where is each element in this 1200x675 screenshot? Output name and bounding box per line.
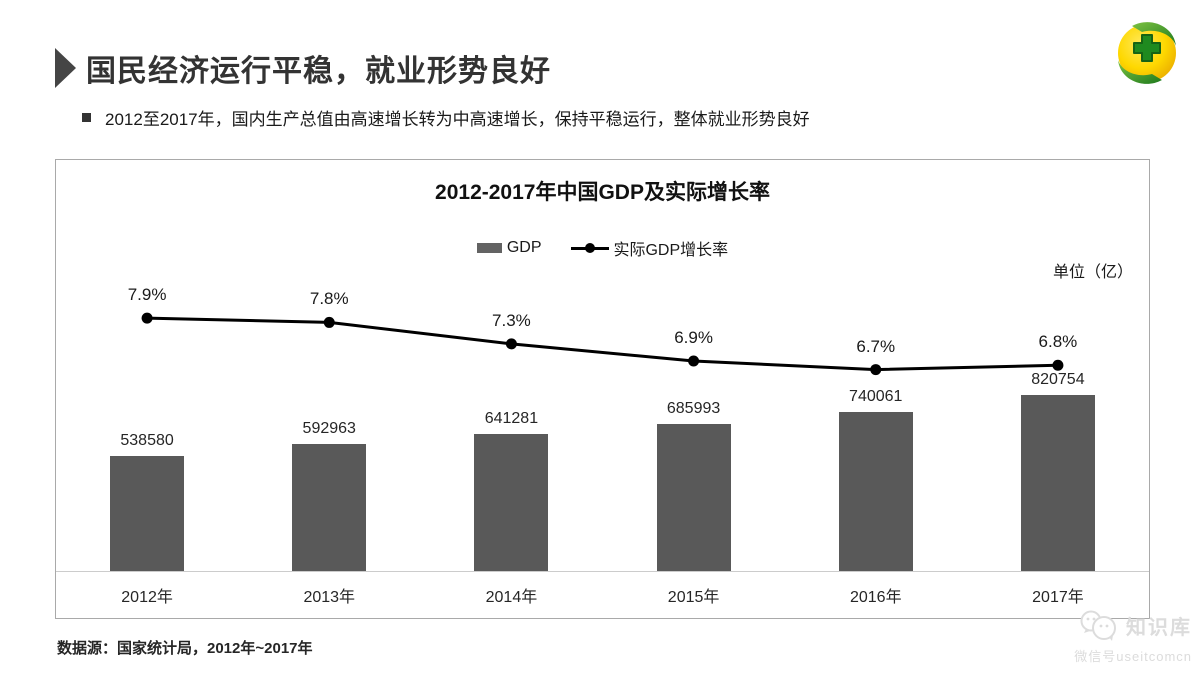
legend-item-gdp: GDP bbox=[476, 239, 542, 257]
unit-label: 单位（亿） bbox=[1052, 264, 1133, 281]
growth-value-label: 6.9% bbox=[674, 328, 713, 347]
plot-area: 538580 592963 641281 685993 740061 820754 7.9%… bbox=[56, 271, 1149, 571]
x-axis-label: 2016年 bbox=[849, 589, 902, 606]
x-axis-label: 2015年 bbox=[667, 589, 720, 606]
watermark-subtitle: 微信号useitcomcn bbox=[1074, 649, 1192, 665]
page-title: 国民经济运行平稳，就业形势良好 bbox=[86, 55, 551, 88]
watermark-title: 知识库 bbox=[1126, 617, 1192, 640]
watermark: 知识库 微信号useitcomcn bbox=[1074, 610, 1192, 665]
x-axis-label: 2014年 bbox=[485, 589, 538, 606]
gdp-value-label: 685993 bbox=[666, 400, 721, 418]
header: 国民经济运行平稳，就业形势良好 bbox=[55, 46, 551, 90]
growth-value-label: 6.7% bbox=[856, 336, 896, 356]
bullet-text: 2012至2017年，国内生产总值由高速增长转为中高速增长，保持平稳运行，整体就… bbox=[105, 110, 810, 129]
growth-value-label: 7.8% bbox=[309, 289, 349, 309]
x-axis-label: 2017年 bbox=[1032, 589, 1084, 606]
growth-point-marker bbox=[323, 316, 335, 328]
gdp-bar bbox=[1020, 395, 1095, 571]
legend-item-growth: 实际GDP增长率 bbox=[571, 236, 728, 260]
growth-value-label: 7.9% bbox=[127, 285, 167, 305]
gdp-bar-swatch-icon bbox=[476, 243, 502, 253]
title-marker-icon bbox=[55, 48, 76, 88]
growth-legend-label: 实际GDP增长率 bbox=[613, 242, 729, 259]
gdp-legend-label: GDP bbox=[506, 239, 542, 256]
growth-line-swatch-icon bbox=[571, 242, 610, 253]
gdp-bar bbox=[838, 412, 913, 571]
wechat-icon bbox=[1078, 610, 1118, 647]
growth-point-marker bbox=[505, 338, 517, 350]
x-axis-label: 2012年 bbox=[121, 589, 173, 606]
chart-container: 2012-2017年中国GDP及实际增长率 GDP 实际GDP增长率 单位（亿）… bbox=[55, 159, 1150, 619]
growth-point-marker bbox=[688, 355, 700, 367]
gdp-value-label: 641281 bbox=[484, 409, 539, 427]
gdp-bar bbox=[110, 455, 185, 571]
growth-line-chart bbox=[141, 312, 1064, 376]
source-note: 数据源：国家统计局，2012年~2017年 bbox=[57, 640, 313, 657]
bullet-row: 2012至2017年，国内生产总值由高速增长转为中高速增长，保持平稳运行，整体就… bbox=[82, 105, 810, 130]
360-safeguard-logo-icon bbox=[1112, 18, 1182, 88]
gdp-bar bbox=[292, 443, 367, 571]
gdp-bar bbox=[474, 433, 549, 571]
chart-title: 2012-2017年中国GDP及实际增长率 bbox=[435, 181, 770, 204]
gdp-value-label: 538580 bbox=[120, 431, 174, 449]
growth-point-marker bbox=[141, 312, 153, 324]
gdp-value-label: 592963 bbox=[302, 419, 356, 437]
growth-value-label: 7.3% bbox=[492, 310, 531, 330]
growth-point-marker bbox=[1052, 359, 1064, 371]
gdp-value-label: 820754 bbox=[1031, 371, 1085, 389]
gdp-value-label: 740061 bbox=[849, 388, 903, 406]
growth-value-label: 6.8% bbox=[1038, 332, 1078, 352]
x-axis-label: 2013年 bbox=[303, 589, 356, 606]
growth-point-marker bbox=[870, 364, 882, 376]
gdp-bar bbox=[656, 424, 731, 571]
bullet-icon bbox=[82, 113, 91, 122]
x-axis: 2012年 2013年 2014年 2015年 2016年 2017年 bbox=[56, 571, 1149, 618]
chart-legend: GDP 实际GDP增长率 bbox=[56, 236, 1149, 260]
